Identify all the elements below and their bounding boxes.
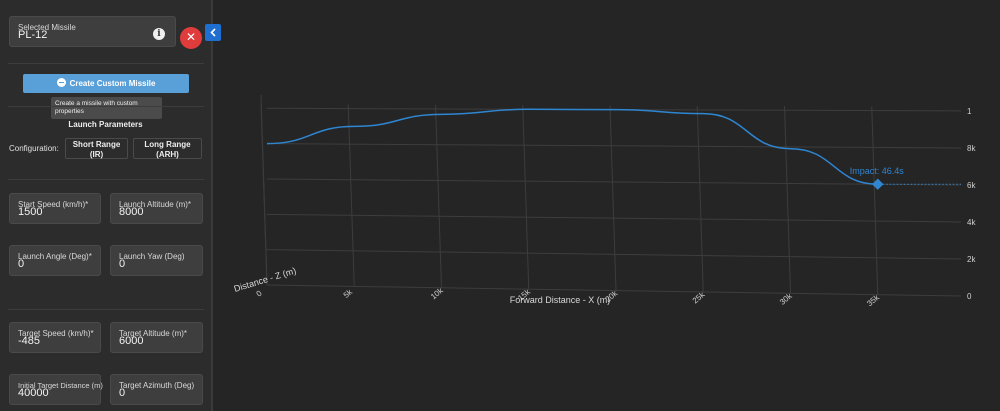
grid-line-y — [266, 213, 962, 223]
create-custom-missile-label: Create Custom Missile — [69, 79, 156, 88]
y-tick-label: 2k — [967, 255, 976, 264]
y-tick-labels: 0 2k 4k 6k 8k 1 — [967, 107, 976, 301]
sidebar: Selected Missile PL-12 i ✕ Create Custom… — [0, 0, 211, 411]
x-tick-label: 0 — [255, 288, 265, 298]
grid-line-y — [266, 249, 962, 260]
grid-line-x — [609, 105, 617, 291]
trajectory-line — [266, 108, 878, 185]
impact-marker[interactable] — [872, 178, 884, 190]
start-speed-label: Start Speed (km/h)* — [18, 200, 89, 209]
config-long-range-button[interactable]: Long Range (ARH) — [133, 138, 202, 159]
launch-yaw-label: Launch Yaw (Deg) — [119, 252, 185, 261]
y-tick-label: 4k — [967, 218, 976, 227]
target-altitude-value: 6000 — [119, 335, 144, 347]
config-short-range-button[interactable]: Short Range (IR) — [65, 138, 128, 159]
divider — [8, 63, 204, 64]
y-tick-label: 1 — [967, 107, 972, 116]
x-axis-title: Forward Distance - X (m) — [510, 295, 611, 305]
launch-angle-field[interactable]: Launch Angle (Deg)* 0 — [9, 245, 101, 276]
y-tick-label: 0 — [967, 292, 972, 301]
launch-altitude-label: Launch Altitude (m)* — [119, 200, 192, 209]
tooltip: Create a missile with custom properties — [51, 97, 162, 119]
target-altitude-field[interactable]: Target Altitude (m)* 6000 — [110, 322, 203, 353]
selected-missile-field[interactable]: Selected Missile PL-12 i — [9, 16, 176, 47]
y-tick-label: 6k — [967, 181, 976, 190]
chevron-left-icon — [210, 28, 216, 37]
grid-line-x — [347, 104, 355, 287]
launch-altitude-value: 8000 — [119, 206, 144, 218]
launch-parameters-title: Launch Parameters — [68, 120, 143, 129]
target-azimuth-field[interactable]: Target Azimuth (Deg) 0 — [110, 374, 203, 405]
target-azimuth-label: Target Azimuth (Deg) — [119, 381, 195, 390]
minus-circle-icon — [56, 78, 66, 87]
z-axis-title: Distance - Z (m) — [233, 265, 298, 293]
launch-angle-label: Launch Angle (Deg)* — [18, 252, 92, 261]
target-speed-value: -485 — [18, 335, 41, 347]
configuration-label: Configuration: — [9, 144, 59, 153]
grid-line-x — [522, 105, 530, 290]
selected-missile-label: Selected Missile — [18, 23, 76, 32]
impact-annotation: Impact: 46.4s — [850, 166, 905, 176]
axis-edge — [260, 94, 268, 286]
grid-line-x — [696, 105, 704, 292]
launch-yaw-field[interactable]: Launch Yaw (Deg) 0 — [110, 245, 203, 276]
info-icon[interactable]: i — [153, 28, 165, 40]
target-speed-label: Target Speed (km/h)* — [18, 329, 94, 338]
x-tick-label: 5k — [342, 287, 355, 300]
plot-grid — [260, 94, 962, 297]
grid-line-y — [266, 178, 962, 186]
launch-altitude-field[interactable]: Launch Altitude (m)* 8000 — [110, 193, 203, 224]
grid-line-x — [435, 104, 442, 288]
selected-missile-value: PL-12 — [18, 29, 48, 41]
target-speed-field[interactable]: Target Speed (km/h)* -485 — [9, 322, 101, 353]
divider — [8, 309, 204, 310]
target-azimuth-value: 0 — [119, 387, 126, 399]
grid-line-y — [266, 284, 962, 297]
create-custom-missile-button[interactable]: Create Custom Missile — [23, 74, 189, 93]
launch-yaw-value: 0 — [119, 258, 126, 270]
launch-angle-value: 0 — [18, 258, 25, 270]
y-tick-label: 8k — [967, 144, 976, 153]
grid-line-x — [784, 106, 791, 294]
grid-line-y — [266, 143, 962, 149]
grid-line-x — [871, 106, 879, 295]
divider — [8, 106, 204, 107]
collapse-sidebar-button[interactable] — [205, 24, 221, 41]
start-speed-value: 1500 — [18, 206, 43, 218]
divider — [8, 179, 204, 180]
initial-target-distance-field[interactable]: Initial Target Distance (m) 40000 — [9, 374, 103, 405]
panel-divider — [211, 0, 213, 411]
target-altitude-label: Target Altitude (m)* — [119, 329, 188, 338]
start-speed-field[interactable]: Start Speed (km/h)* 1500 — [9, 193, 101, 224]
initial-target-distance-label: Initial Target Distance (m) — [18, 381, 103, 390]
initial-target-distance-value: 40000 — [18, 387, 49, 399]
clear-missile-button[interactable]: ✕ — [180, 27, 202, 49]
